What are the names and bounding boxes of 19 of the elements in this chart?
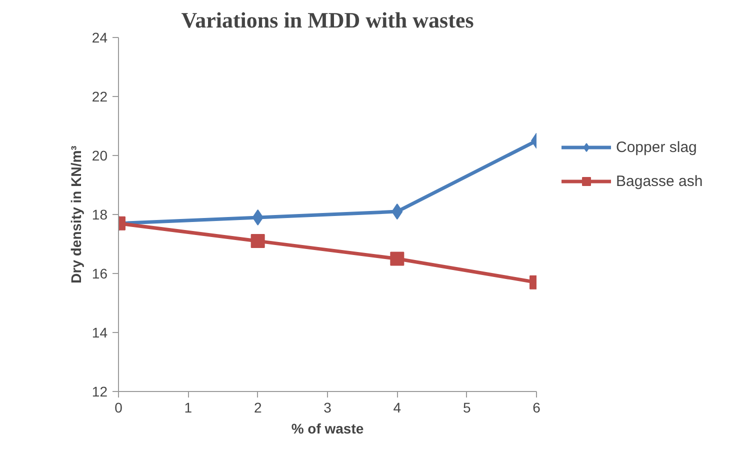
x-tick-label: 4 (393, 400, 402, 416)
x-tick-label: 1 (184, 400, 192, 416)
x-tick-label: 3 (324, 400, 332, 416)
legend-label: Bagasse ash (616, 172, 703, 190)
y-tick-label: 14 (92, 324, 108, 340)
x-tick-label: 2 (254, 400, 262, 416)
x-tick-label: 5 (462, 400, 471, 416)
chart-title: Variations in MDD with wastes (181, 8, 474, 32)
y-tick-label: 12 (92, 384, 108, 400)
y-axis-title: Dry density in KN/m³ (68, 145, 84, 284)
y-tick-label: 22 (92, 88, 108, 104)
x-tick-label: 0 (114, 400, 123, 416)
x-tick-label: 6 (532, 400, 541, 416)
x-axis-title: % of waste (291, 420, 364, 436)
y-tick-label: 16 (92, 266, 108, 282)
y-tick-label: 20 (92, 148, 108, 164)
y-tick-label: 18 (92, 206, 108, 222)
y-tick-label: 24 (92, 30, 108, 46)
legend-label: Copper slag (616, 138, 697, 156)
